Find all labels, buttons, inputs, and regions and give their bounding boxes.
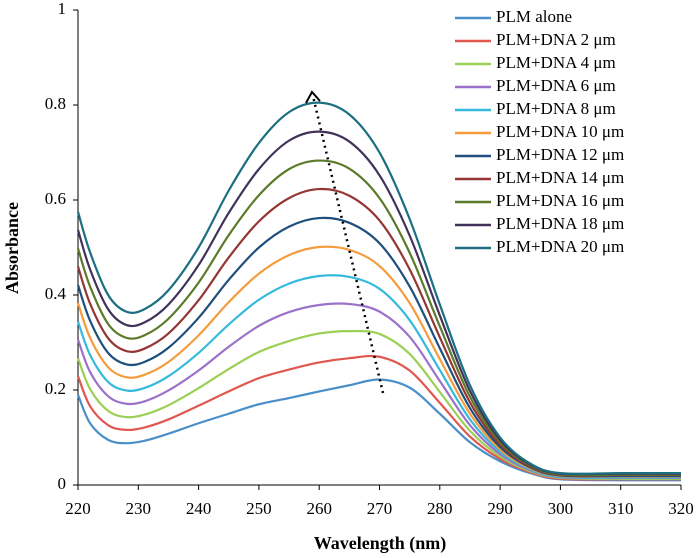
y-tick-label: 1 [58,0,67,18]
legend-label: PLM+DNA 12 μm [496,145,624,164]
series-line [76,130,681,476]
legend-label: PLM+DNA 18 μm [496,214,624,233]
arrow-head [305,90,321,104]
legend-label: PLM+DNA 10 μm [496,122,624,141]
x-tick-label: 240 [186,499,212,518]
x-tick-label: 320 [668,499,694,518]
x-tick-label: 230 [126,499,152,518]
legend-label: PLM+DNA 4 μm [496,53,616,72]
series-line [76,245,682,478]
y-tick-label: 0.8 [45,94,66,113]
legend-label: PLM+DNA 20 μm [496,237,624,256]
legend-label: PLM+DNA 16 μm [496,191,624,210]
series-line [76,216,682,478]
series-line [76,101,681,475]
legend-label: PLM+DNA 2 μm [496,30,616,49]
x-tick-label: 250 [246,499,272,518]
x-tick-label: 260 [306,499,332,518]
plot-area: 0 0.2 0.4 0.6 0.8 1 220 230 240 250 260 270 280 290 30… [45,0,694,518]
legend-label: PLM+DNA 8 μm [496,99,616,118]
x-tick-label: 220 [65,499,91,518]
x-tick-label: 310 [608,499,634,518]
legend-label: PLM+DNA 14 μm [496,168,624,187]
y-tick-label: 0.4 [45,284,67,303]
trend-arrow [305,90,385,394]
series-line [76,378,682,482]
legend: PLM alone PLM+DNA 2 μm PLM+DNA 4 μm PLM+DNA… [455,7,624,256]
x-axis-title: Wavelength (nm) [314,533,447,554]
x-tick-label: 290 [487,499,513,518]
legend-label: PLM+DNA 6 μm [496,76,616,95]
x-tick-label: 270 [367,499,393,518]
series-line [76,354,682,481]
x-tick-label: 280 [427,499,453,518]
y-tick-label: 0.2 [45,379,66,398]
x-tick-label: 300 [548,499,574,518]
series-line [76,187,681,477]
y-tick-label: 0.6 [45,189,66,208]
series-line [76,302,682,480]
series-line [76,329,682,480]
y-axis-title: Absorbance [2,202,22,294]
y-tick-label: 0 [58,474,67,493]
legend-label: PLM alone [496,7,572,26]
